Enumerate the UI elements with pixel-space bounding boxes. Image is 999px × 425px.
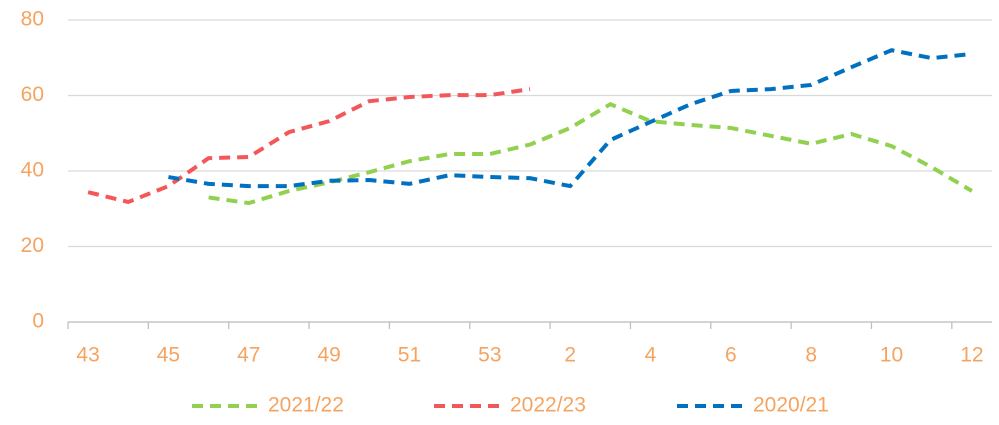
x-tick-label: 45: [157, 344, 180, 367]
legend-label: 2022/23: [510, 394, 586, 417]
x-tick-label: 2: [564, 344, 576, 367]
y-tick-label: 60: [21, 83, 44, 106]
y-tick-label: 0: [32, 310, 44, 333]
x-tick-label: 47: [237, 344, 260, 367]
legend-label: 2021/22: [268, 394, 344, 417]
x-tick-label: 10: [880, 344, 903, 367]
line-series: [208, 101, 973, 206]
x-tick-label: 51: [398, 344, 421, 367]
x-tick-label: 53: [478, 344, 501, 367]
legend-label: 2020/21: [753, 394, 829, 417]
x-tick-label: 4: [645, 344, 657, 367]
y-tick-label: 40: [21, 159, 44, 182]
y-tick-label: 20: [21, 234, 44, 257]
x-tick-label: 6: [725, 344, 737, 367]
x-tick-label: 12: [960, 344, 983, 367]
y-tick-label: 80: [21, 8, 44, 31]
x-tick-label: 8: [805, 344, 817, 367]
line-series: [87, 87, 531, 205]
line-series: [168, 48, 973, 189]
x-tick-label: 43: [76, 344, 99, 367]
x-tick-label: 49: [317, 344, 340, 367]
